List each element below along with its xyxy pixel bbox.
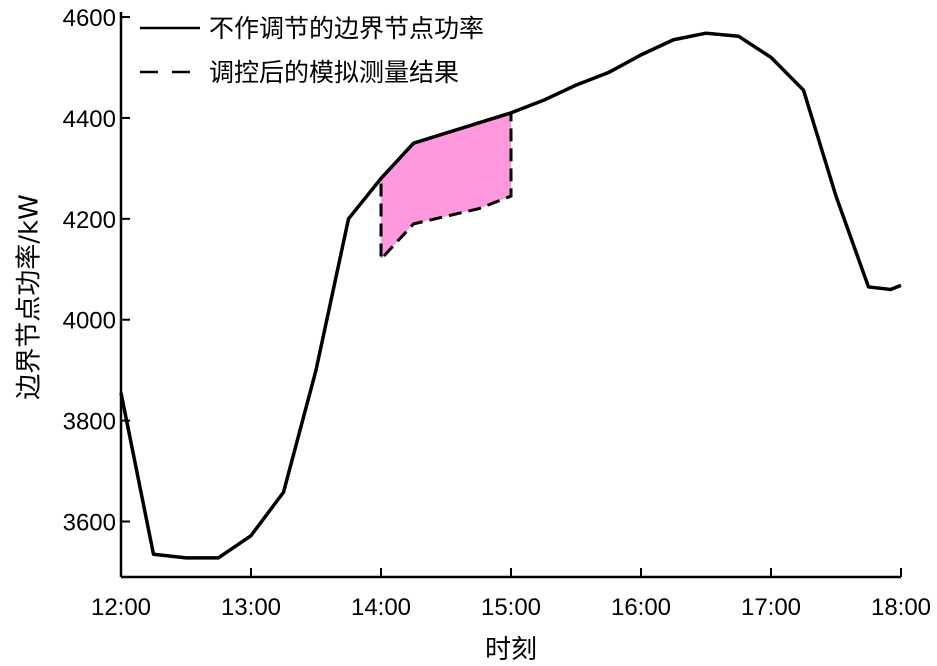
x-tick-label: 16:00 [611, 594, 671, 621]
y-tick-label: 4400 [63, 106, 116, 133]
y-tick-label: 3600 [63, 510, 116, 537]
ticks-layer: 12:00 13:00 14:00 15:00 16:00 17:00 18:00 3600 3… [63, 5, 931, 621]
legend-label-controlled: 调控后的模拟测量结果 [209, 58, 459, 87]
series-line-controlled [379, 112, 513, 264]
y-tick-label: 3800 [63, 409, 116, 436]
axes [119, 12, 901, 579]
y-tick-label: 4200 [63, 207, 116, 234]
y-tick-label: 4600 [63, 5, 116, 32]
x-axis-title: 时刻 [485, 635, 537, 665]
x-tick-label: 13:00 [221, 594, 281, 621]
x-tick-label: 12:00 [91, 594, 151, 621]
x-tick-label: 15:00 [481, 594, 541, 621]
x-tick-label: 18:00 [871, 594, 931, 621]
y-axis-title: 边界节点功率/kW [15, 194, 45, 400]
x-tick-label: 17:00 [741, 594, 801, 621]
series-line-uncontrolled [119, 31, 902, 560]
x-tick-label: 14:00 [351, 594, 411, 621]
y-tick-label: 4000 [63, 308, 116, 335]
legend-label-uncontrolled: 不作调节的边界节点功率 [209, 14, 484, 43]
series-layer [119, 31, 902, 560]
